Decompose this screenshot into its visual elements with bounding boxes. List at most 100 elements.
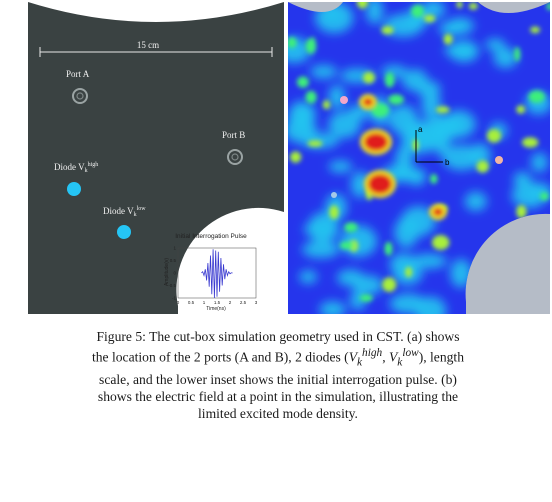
field-hotspot-core [433,208,443,216]
field-blob [359,294,373,302]
inset-y-tick: -0.5 [168,283,176,288]
caption-line-1: Figure 5: The cut-box simulation geometr… [96,329,460,344]
field-blob [438,21,465,36]
field-blob [531,152,548,173]
field-blob [546,2,550,11]
field-blob [415,296,447,314]
port-b-label: Port B [222,130,245,140]
port-b-marker [495,156,503,164]
pulse-series-line [201,249,233,299]
caption-v-low-sup: low [402,347,419,359]
field-blob [362,71,375,84]
field-blob [365,2,384,24]
diode-marker [331,192,337,198]
field-blob [530,26,541,34]
caption-line-2: the location of the 2 ports (A and B), 2… [18,345,538,371]
field-blob [430,173,438,184]
field-hotspot-core [364,133,388,151]
scale-label: 15 cm [137,40,159,50]
field-blob [328,160,353,173]
field-label-a: a [418,125,423,134]
inset-x-tick: 2 [229,300,232,305]
port-a-marker [340,96,348,104]
caption-line-5: limited excited mode density. [198,406,358,422]
field-blob [444,42,477,58]
inset-x-tick: 0 [177,300,180,305]
field-blob [421,91,442,119]
geometry-panel: 15 cm Port A Port B Diode Vkhigh Diode V… [28,2,284,314]
length-scale-b: a b [415,125,450,167]
field-blob [516,105,526,114]
diode-high-sup: high [88,162,99,168]
field-blob [308,212,339,244]
field-blob [431,235,450,250]
field-blob [476,160,489,173]
field-blob [328,111,361,139]
length-scale: 15 cm [39,40,273,57]
field-blob [405,266,413,278]
inset-x-tick: 1 [203,300,206,305]
field-hotspot-core [368,174,392,194]
field-blob [288,37,297,49]
caption-v-high-sub: k [357,356,363,369]
caption-v-low-sub: k [397,356,403,369]
svg-text:Diode Vklow: Diode Vklow [103,206,146,218]
field-blob [516,205,527,219]
diode-low-sub: k [134,212,137,218]
port-a: Port A [66,69,90,104]
diode-high: Diode Vkhigh [54,162,98,196]
diode-high-sub: k [85,168,88,174]
field-blob [456,2,463,9]
field-blob [352,275,384,296]
field-blob [388,104,418,135]
field-blob [296,76,309,88]
field-blob [381,65,407,78]
field-blob [289,151,302,163]
field-blob [539,192,549,201]
field-blob [493,47,518,68]
diode-low-label: Diode V [103,206,134,216]
field-blob [339,241,355,250]
field-blob [450,259,472,288]
field-blob [528,90,545,103]
figure-caption: Figure 5: The cut-box simulation geometr… [18,328,538,422]
field-blob [388,167,427,182]
port-a-label: Port A [66,69,90,79]
interrogation-pulse-chart: Initial Interrogation Pulse Amplitude(v)… [164,233,258,312]
field-hotspot-core [363,98,373,106]
caption-line-3: scale, and the lower inset shows the ini… [99,372,457,388]
field-blob [356,2,369,9]
cut-box-shape [28,2,284,314]
field-blob [329,205,339,220]
field-blob [382,277,397,293]
caption-v-high-sup: high [362,347,383,359]
field-blob [401,206,436,237]
field-blob [344,222,358,233]
port-b: Port B [222,130,245,165]
field-blob [388,94,404,105]
inset-x-tick: 1.5 [214,300,221,305]
inset-xlabel: Time(ns) [206,306,226,312]
caption-v-high: V [348,349,358,365]
field-blob [288,101,316,133]
inset-x-tick: 0.5 [188,300,195,305]
field-blob [384,72,395,88]
field-blob [441,110,476,138]
field-blob [410,253,447,269]
caption-line-4: shows the electric field at a point in t… [97,389,459,405]
inset-y-tick: 0.5 [170,258,177,263]
field-blob [435,106,450,114]
field-blob [486,129,502,143]
inset-y-tick: 1 [173,246,176,251]
inset-x-tick: 2.5 [240,300,247,305]
field-blob [384,241,393,256]
field-blob [371,103,390,118]
field-blob [423,14,436,23]
field-blob [299,270,318,284]
field-blob [522,137,539,148]
field-blob [350,171,370,198]
field-blob [305,90,317,104]
field-blob [319,301,346,314]
field-blob [514,47,521,62]
field-blob [411,4,424,18]
